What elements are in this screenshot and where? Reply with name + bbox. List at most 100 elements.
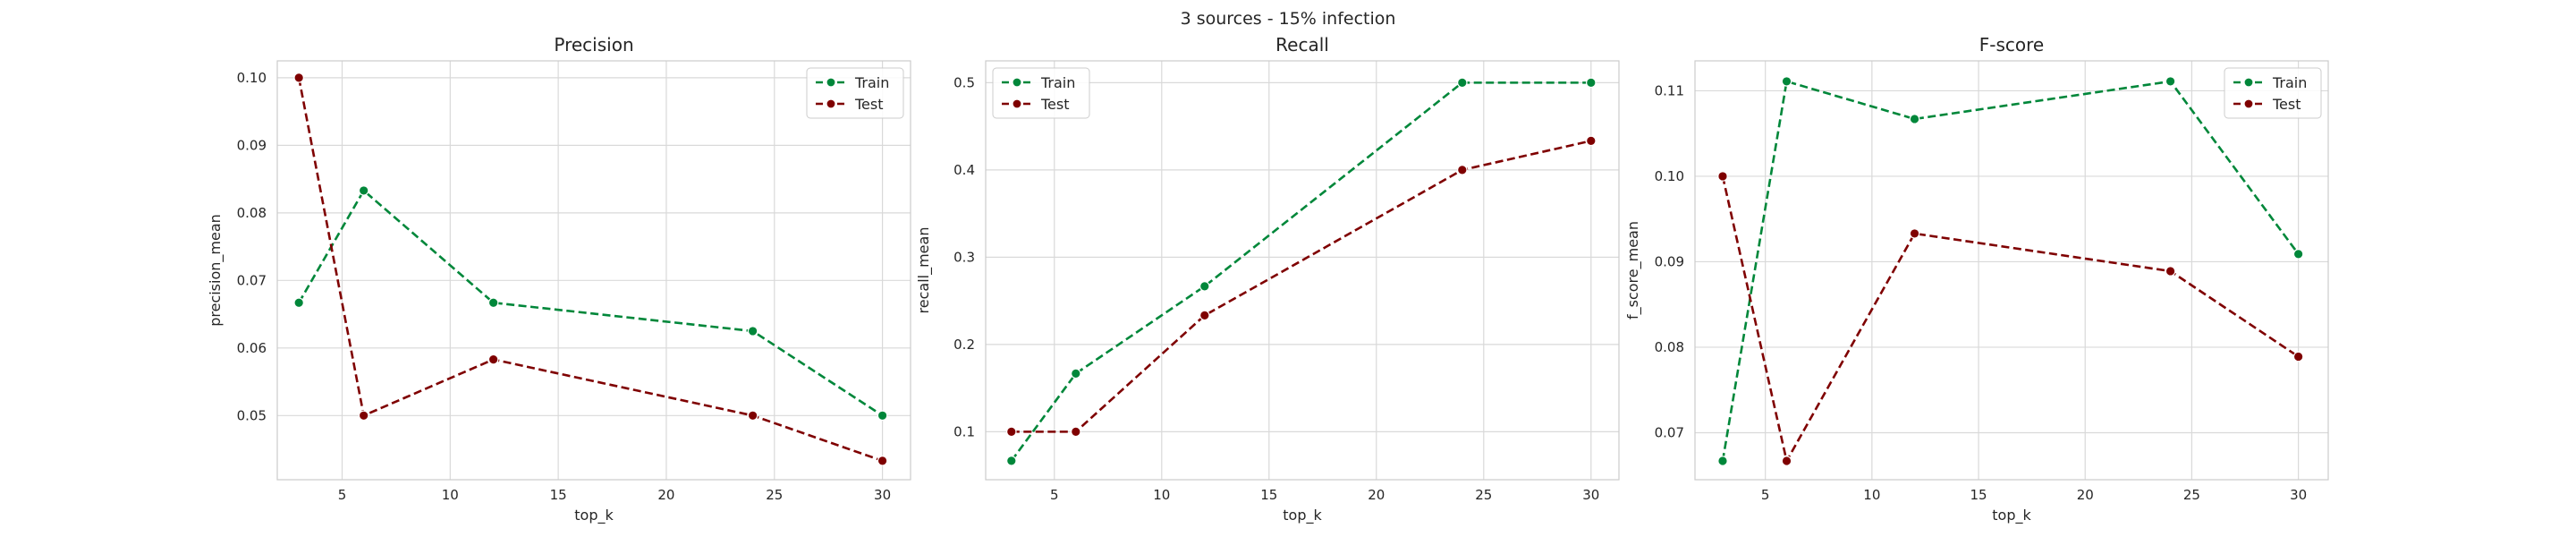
legend-label-test: Test <box>2272 96 2301 113</box>
legend: Train Test <box>2224 67 2322 119</box>
data-point-train <box>1717 456 1728 466</box>
legend-swatch-marker <box>1012 77 1022 88</box>
series-line-train <box>1010 81 1591 462</box>
y-tick-label: 0.11 <box>1655 82 1684 98</box>
data-point-test <box>1909 228 1920 239</box>
panel-title: F-score <box>1979 34 2044 55</box>
y-tick-label: 0.08 <box>237 205 267 221</box>
x-tick-label: 30 <box>1582 487 1599 503</box>
data-point-train <box>877 410 888 422</box>
y-tick-label: 0.2 <box>953 337 975 353</box>
series-line-test <box>1721 175 2300 465</box>
y-tick-label: 0.08 <box>1655 339 1684 355</box>
y-tick-label: 0.5 <box>953 74 975 90</box>
legend-swatch-marker <box>2243 98 2254 109</box>
x-tick-label: 20 <box>2077 487 2094 503</box>
panels: 5 10 15 20 25 30 0.05 0.06 0.07 0.08 0.09 0.10 Preci… <box>207 34 2329 524</box>
data-point-test <box>487 354 499 365</box>
legend-label-test: Test <box>1040 96 1070 113</box>
data-point-test <box>1781 456 1792 466</box>
x-tick-label: 15 <box>1970 487 1987 503</box>
series-line-train <box>298 188 884 417</box>
y-tick-label: 0.05 <box>237 407 267 423</box>
data-point-test <box>1006 426 1017 438</box>
legend-swatch-marker <box>2243 77 2254 88</box>
figure-suptitle: 3 sources - 15% infection <box>1181 9 1396 29</box>
y-axis-label: f_score_mean <box>1624 221 1642 320</box>
data-point-train <box>1586 77 1597 89</box>
y-tick-label: 0.09 <box>237 137 267 153</box>
panel-recall: 5 10 15 20 25 30 0.1 0.2 0.3 0.4 0.5 Recall top_k rec… <box>915 34 1620 524</box>
data-point-test <box>747 410 758 422</box>
panel-title: Recall <box>1275 34 1329 55</box>
x-tick-label: 10 <box>1153 487 1170 503</box>
data-point-train <box>487 297 499 309</box>
y-axis-label: precision_mean <box>207 214 225 327</box>
data-point-test <box>2165 266 2176 277</box>
data-point-train <box>1457 77 1468 89</box>
y-tick-label: 0.06 <box>237 340 267 356</box>
legend-label-test: Test <box>854 96 884 113</box>
data-point-train <box>1199 281 1210 292</box>
axes-frame <box>985 60 1620 481</box>
legend: Train Test <box>992 67 1090 119</box>
x-tick-label: 5 <box>1761 487 1770 503</box>
data-point-train <box>747 326 758 337</box>
data-point-train <box>1781 76 1792 87</box>
x-tick-label: 30 <box>874 487 891 503</box>
data-point-test <box>877 456 888 466</box>
x-tick-label: 15 <box>1260 487 1277 503</box>
x-axis-label: top_k <box>1992 507 2031 524</box>
data-point-test <box>1199 310 1210 321</box>
legend-swatch-marker <box>1012 98 1022 109</box>
x-tick-label: 10 <box>1863 487 1880 503</box>
legend-swatch-marker <box>826 77 836 88</box>
data-point-train <box>293 297 304 309</box>
legend-label-train: Train <box>2272 74 2307 91</box>
x-tick-label: 15 <box>550 487 567 503</box>
data-point-test <box>1717 171 1728 182</box>
data-point-train <box>1909 114 1920 124</box>
data-point-train <box>2165 76 2176 87</box>
y-tick-label: 0.07 <box>237 272 267 288</box>
data-point-test <box>1071 426 1081 438</box>
axes-frame <box>1694 60 2329 481</box>
y-tick-label: 0.07 <box>1655 424 1684 440</box>
x-axis-label: top_k <box>574 507 614 524</box>
x-tick-label: 25 <box>2183 487 2200 503</box>
legend: Train Test <box>806 67 904 119</box>
panel-f-score: 5 10 15 20 25 30 0.07 0.08 0.09 0.10 0.11 F-score to… <box>1624 34 2329 524</box>
data-point-train <box>1071 368 1081 379</box>
legend-label-train: Train <box>1040 74 1075 91</box>
legend-swatch-marker <box>826 98 836 109</box>
y-tick-label: 0.09 <box>1655 253 1684 269</box>
data-point-train <box>2292 249 2304 260</box>
y-tick-label: 0.1 <box>953 423 975 439</box>
y-tick-label: 0.10 <box>1655 168 1684 184</box>
y-tick-label: 0.3 <box>953 249 975 265</box>
data-point-test <box>358 410 369 422</box>
data-point-train <box>1006 456 1017 466</box>
y-tick-label: 0.4 <box>953 162 975 178</box>
data-point-test <box>293 72 304 83</box>
data-point-train <box>358 185 369 196</box>
axes-frame <box>276 60 911 481</box>
x-tick-label: 20 <box>657 487 674 503</box>
data-point-test <box>1586 135 1597 147</box>
x-tick-label: 5 <box>338 487 347 503</box>
x-tick-label: 10 <box>442 487 459 503</box>
x-tick-label: 25 <box>766 487 783 503</box>
y-tick-label: 0.10 <box>237 70 267 86</box>
panel-precision: 5 10 15 20 25 30 0.05 0.06 0.07 0.08 0.09 0.10 Preci… <box>207 34 911 524</box>
x-tick-label: 30 <box>2290 487 2307 503</box>
x-tick-label: 20 <box>1368 487 1385 503</box>
series-line-test <box>1011 140 1592 433</box>
series-line-train <box>1721 80 2300 462</box>
data-point-test <box>2292 351 2304 362</box>
data-point-test <box>1457 165 1468 175</box>
y-axis-label: recall_mean <box>915 227 933 314</box>
x-tick-label: 25 <box>1475 487 1492 503</box>
panel-title: Precision <box>554 34 633 55</box>
legend-label-train: Train <box>854 74 889 91</box>
